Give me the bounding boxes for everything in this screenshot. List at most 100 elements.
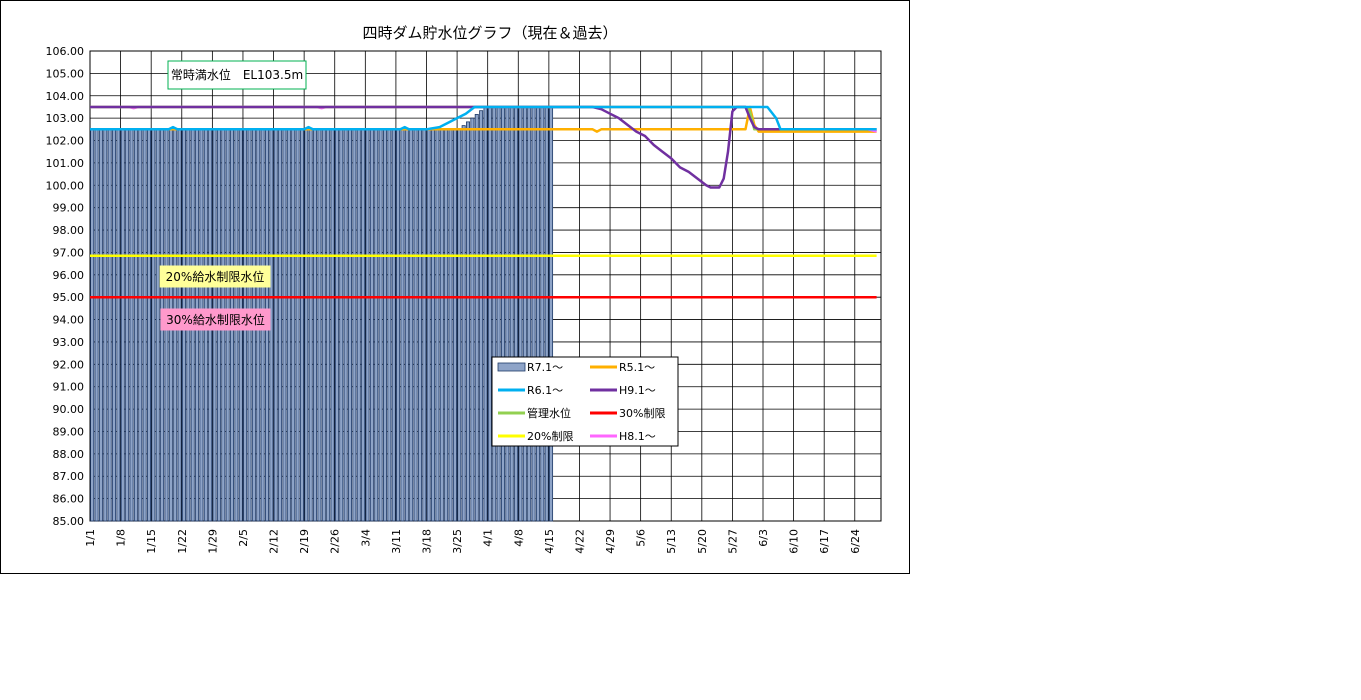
x-tick-label: 6/3 xyxy=(757,529,770,547)
x-tick-label: 1/8 xyxy=(115,529,128,547)
bar-r7 xyxy=(90,128,95,522)
y-tick-label: 97.00 xyxy=(53,246,85,259)
bar-r7 xyxy=(540,106,545,522)
y-tick-label: 98.00 xyxy=(53,224,85,237)
y-tick-label: 103.00 xyxy=(46,112,85,125)
legend-label: H8.1～ xyxy=(619,430,656,443)
x-tick-label: 4/1 xyxy=(482,529,495,547)
legend-label: R6.1～ xyxy=(527,384,563,397)
bar-r7 xyxy=(496,106,501,522)
y-tick-label: 87.00 xyxy=(53,470,85,483)
bar-r7 xyxy=(470,117,475,522)
bar-r7 xyxy=(317,128,322,522)
y-tick-label: 88.00 xyxy=(53,448,85,461)
y-tick-label: 101.00 xyxy=(46,157,85,170)
bar-r7 xyxy=(391,128,396,522)
bar-r7 xyxy=(439,128,444,522)
y-tick-label: 100.00 xyxy=(46,179,85,192)
annotations: 常時満水位 EL103.5m 20%給水制限水位 30%給水制限水位 xyxy=(159,60,307,331)
x-axis-ticks: 1/1 1/8 1/15 1/22 1/29 2/5 2/12 2/19 2/26 3/4 3/11… xyxy=(84,529,862,554)
bar-r7 xyxy=(426,128,431,522)
x-tick-label: 4/29 xyxy=(604,529,617,554)
bar-r7 xyxy=(383,128,387,522)
y-tick-label: 106.00 xyxy=(46,45,85,58)
bar-r7 xyxy=(308,128,313,522)
bar-r7 xyxy=(107,128,112,522)
bar-r7 xyxy=(409,128,414,522)
bar-r7 xyxy=(474,114,479,522)
bar-r7 xyxy=(413,128,418,522)
x-tick-label: 3/11 xyxy=(390,529,403,554)
y-tick-label: 89.00 xyxy=(53,425,85,438)
y-tick-label: 93.00 xyxy=(53,336,85,349)
y-tick-label: 105.00 xyxy=(46,67,85,80)
bar-r7 xyxy=(343,128,348,522)
x-tick-label: 4/8 xyxy=(512,529,525,547)
bar-r7 xyxy=(527,106,532,522)
bar-r7 xyxy=(522,106,527,522)
y-tick-label: 85.00 xyxy=(53,515,85,528)
bar-r7 xyxy=(321,128,326,522)
bar-r7 xyxy=(125,128,130,522)
bar-r7 xyxy=(112,128,117,522)
y-tick-label: 104.00 xyxy=(46,90,85,103)
bar-r7 xyxy=(378,128,383,522)
legend-label: R7.1～ xyxy=(527,361,563,374)
x-tick-label: 2/12 xyxy=(268,529,281,554)
legend-box xyxy=(491,356,679,447)
x-tick-label: 6/10 xyxy=(788,529,801,554)
y-axis-ticks: 85.00 86.00 87.00 88.00 89.00 90.00 91.00 92.00… xyxy=(46,45,85,528)
y-tick-label: 92.00 xyxy=(53,358,85,371)
line-series xyxy=(90,105,877,299)
bar-r7 xyxy=(339,128,344,522)
annotation-box xyxy=(159,265,271,288)
bar-r7 xyxy=(452,128,457,522)
bar-r7 xyxy=(492,106,497,522)
bar-r7 xyxy=(356,128,361,522)
x-tick-label: 4/15 xyxy=(543,529,556,554)
bar-r7 xyxy=(500,106,505,522)
x-tick-label: 6/24 xyxy=(849,529,862,554)
bar-r7 xyxy=(295,128,300,522)
bar-r7 xyxy=(348,128,353,522)
bar-r7 xyxy=(94,128,99,522)
bar-r7 xyxy=(286,128,291,522)
bar-r7 xyxy=(387,128,392,522)
bar-r7 xyxy=(116,128,121,522)
annotation-label: 30%給水制限水位 xyxy=(166,312,265,327)
bar-r7 xyxy=(304,128,309,522)
annotation-box xyxy=(167,60,307,90)
annotation-label: 20%給水制限水位 xyxy=(166,269,265,284)
bar-r7 xyxy=(291,128,296,522)
series-line xyxy=(90,105,877,131)
bar-r7 xyxy=(374,128,379,522)
x-tick-label: 1/29 xyxy=(206,529,219,554)
bar-r7 xyxy=(457,128,462,522)
bar-r7 xyxy=(444,128,449,522)
legend-label: R5.1～ xyxy=(619,361,655,374)
bar-r7 xyxy=(417,128,422,522)
bar-r7 xyxy=(544,106,549,522)
bar-r7 xyxy=(282,128,287,522)
x-tick-label: 4/22 xyxy=(573,529,586,554)
bar-r7 xyxy=(151,128,156,522)
legend-label: H9.1～ xyxy=(619,384,656,397)
x-tick-label: 5/6 xyxy=(635,529,648,547)
x-tick-label: 2/5 xyxy=(237,529,250,547)
y-tick-label: 91.00 xyxy=(53,381,85,394)
bar-r7 xyxy=(435,128,440,522)
annotation-box xyxy=(160,308,271,331)
bar-r7 xyxy=(461,125,466,522)
legend-label: 20%制限 xyxy=(527,430,573,443)
bar-r7 xyxy=(326,128,331,522)
x-tick-label: 5/13 xyxy=(665,529,678,554)
bar-r7 xyxy=(365,128,370,522)
x-tick-label: 1/15 xyxy=(145,529,158,554)
x-tick-label: 5/20 xyxy=(696,529,709,554)
y-tick-label: 94.00 xyxy=(53,314,85,327)
bar-r7 xyxy=(273,128,278,522)
bar-r7 xyxy=(400,128,405,522)
bar-r7 xyxy=(531,106,536,522)
bar-r7 xyxy=(422,128,427,522)
bar-r7 xyxy=(505,106,510,522)
